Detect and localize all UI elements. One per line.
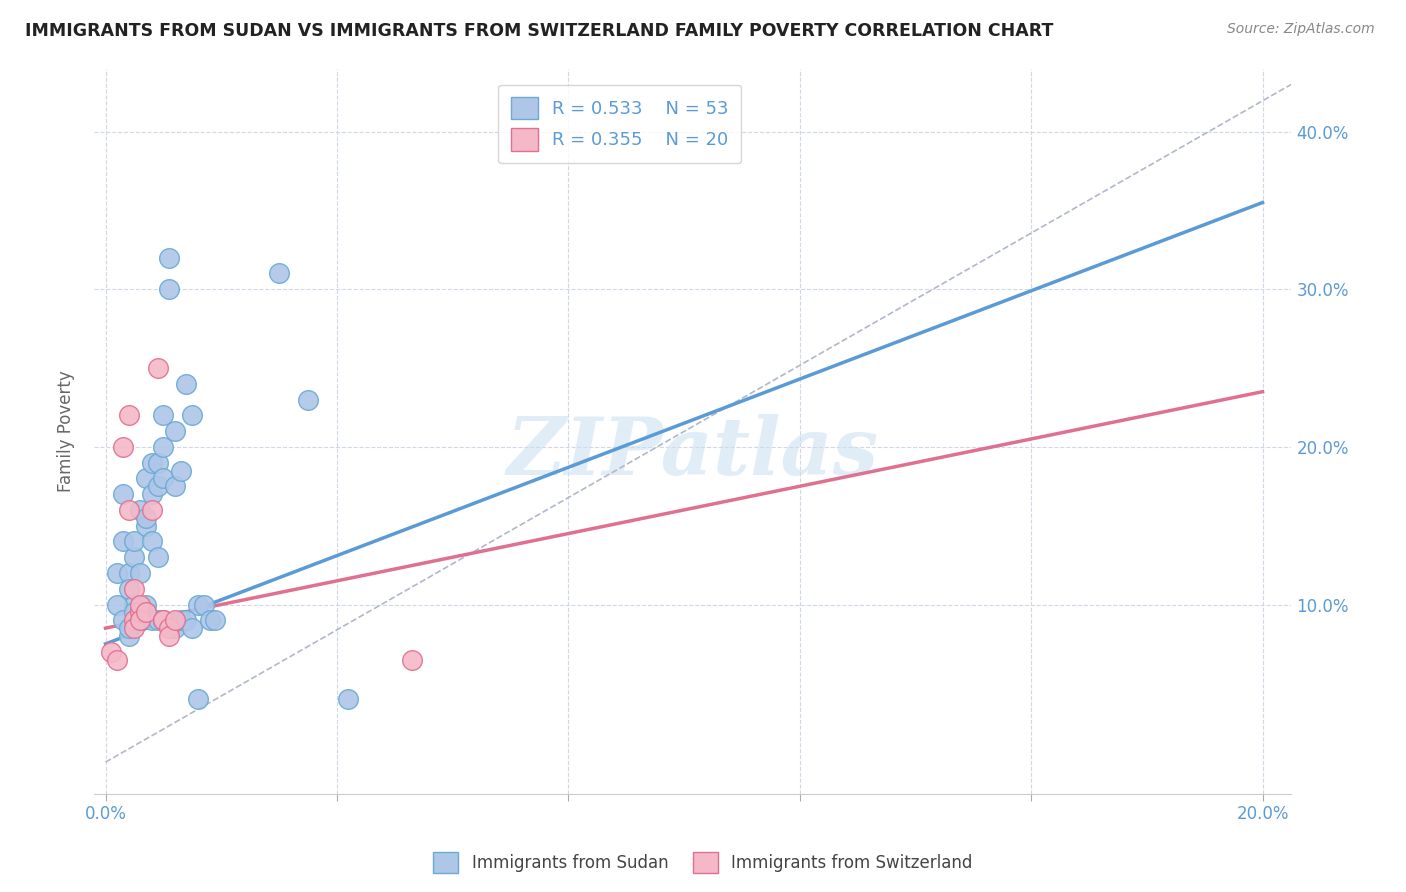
Point [157,621,180,635]
Point [176,613,198,627]
Point [124,606,146,620]
Point [146,613,169,627]
Point [163,424,186,438]
Point [337,692,360,706]
Point [105,566,128,580]
Point [129,566,152,580]
Point [146,479,169,493]
Point [157,282,180,296]
Point [146,456,169,470]
Point [111,534,134,549]
Point [117,621,139,635]
Point [152,440,174,454]
Point [129,613,152,627]
Point [163,621,186,635]
Point [100,645,122,659]
Point [176,376,198,391]
Point [152,409,174,423]
Point [152,613,174,627]
Point [141,503,163,517]
Point [157,629,180,643]
Point [187,692,209,706]
Text: IMMIGRANTS FROM SUDAN VS IMMIGRANTS FROM SWITZERLAND FAMILY POVERTY CORRELATION : IMMIGRANTS FROM SUDAN VS IMMIGRANTS FROM… [25,22,1053,40]
Point [129,598,152,612]
Point [198,613,221,627]
Point [163,613,186,627]
Point [157,251,180,265]
Point [267,267,290,281]
Point [124,582,146,596]
Point [141,613,163,627]
Point [135,598,157,612]
Point [117,629,139,643]
Point [111,487,134,501]
Point [141,487,163,501]
Point [204,613,226,627]
Point [181,409,204,423]
Point [170,613,193,627]
Point [135,518,157,533]
Point [117,566,139,580]
Point [187,598,209,612]
Point [117,503,139,517]
Point [152,471,174,485]
Point [170,463,193,477]
Point [129,613,152,627]
Text: ZIPatlas: ZIPatlas [506,414,879,491]
Point [181,621,204,635]
Point [129,606,152,620]
Point [146,550,169,565]
Point [141,534,163,549]
Point [297,392,319,407]
Point [152,613,174,627]
Point [117,409,139,423]
Legend: Immigrants from Sudan, Immigrants from Switzerland: Immigrants from Sudan, Immigrants from S… [426,846,980,880]
Point [152,613,174,627]
Point [105,653,128,667]
Text: Source: ZipAtlas.com: Source: ZipAtlas.com [1227,22,1375,37]
Y-axis label: Family Poverty: Family Poverty [58,370,75,492]
Point [401,653,423,667]
Point [129,606,152,620]
Point [111,440,134,454]
Point [193,598,215,612]
Point [135,510,157,524]
Point [135,471,157,485]
Legend: R = 0.533    N = 53, R = 0.355    N = 20: R = 0.533 N = 53, R = 0.355 N = 20 [498,85,741,163]
Point [105,598,128,612]
Point [124,534,146,549]
Point [135,606,157,620]
Point [146,361,169,376]
Point [129,503,152,517]
Point [111,613,134,627]
Point [124,613,146,627]
Point [163,479,186,493]
Point [117,582,139,596]
Point [124,621,146,635]
Point [135,606,157,620]
Point [141,456,163,470]
Point [124,550,146,565]
Point [124,598,146,612]
